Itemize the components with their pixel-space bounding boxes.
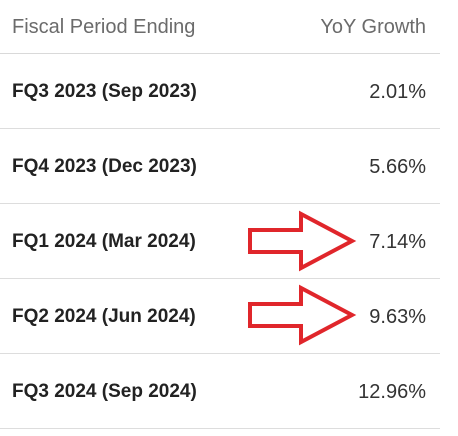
table-row: FQ3 2024 (Sep 2024) 12.96%: [0, 354, 440, 429]
table-header: Fiscal Period Ending YoY Growth: [0, 0, 440, 54]
row-period: FQ1 2024 (Mar 2024): [12, 231, 196, 252]
row-growth: 7.14%: [369, 231, 426, 253]
header-fiscal-period: Fiscal Period Ending: [12, 16, 196, 38]
row-growth: 9.63%: [369, 306, 426, 328]
row-period: FQ4 2023 (Dec 2023): [12, 156, 197, 177]
table-row: FQ2 2024 (Jun 2024) 9.63%: [0, 279, 440, 354]
row-period: FQ3 2024 (Sep 2024): [12, 381, 197, 402]
table-row: FQ3 2023 (Sep 2023) 2.01%: [0, 54, 440, 129]
row-growth: 2.01%: [369, 81, 426, 103]
row-growth: 5.66%: [369, 156, 426, 178]
row-period: FQ3 2023 (Sep 2023): [12, 81, 197, 102]
table-row: FQ1 2024 (Mar 2024) 7.14%: [0, 204, 440, 279]
header-yoy-growth: YoY Growth: [320, 16, 426, 38]
row-growth: 12.96%: [358, 381, 426, 403]
row-period: FQ2 2024 (Jun 2024): [12, 306, 196, 327]
table-row: FQ4 2023 (Dec 2023) 5.66%: [0, 129, 440, 204]
